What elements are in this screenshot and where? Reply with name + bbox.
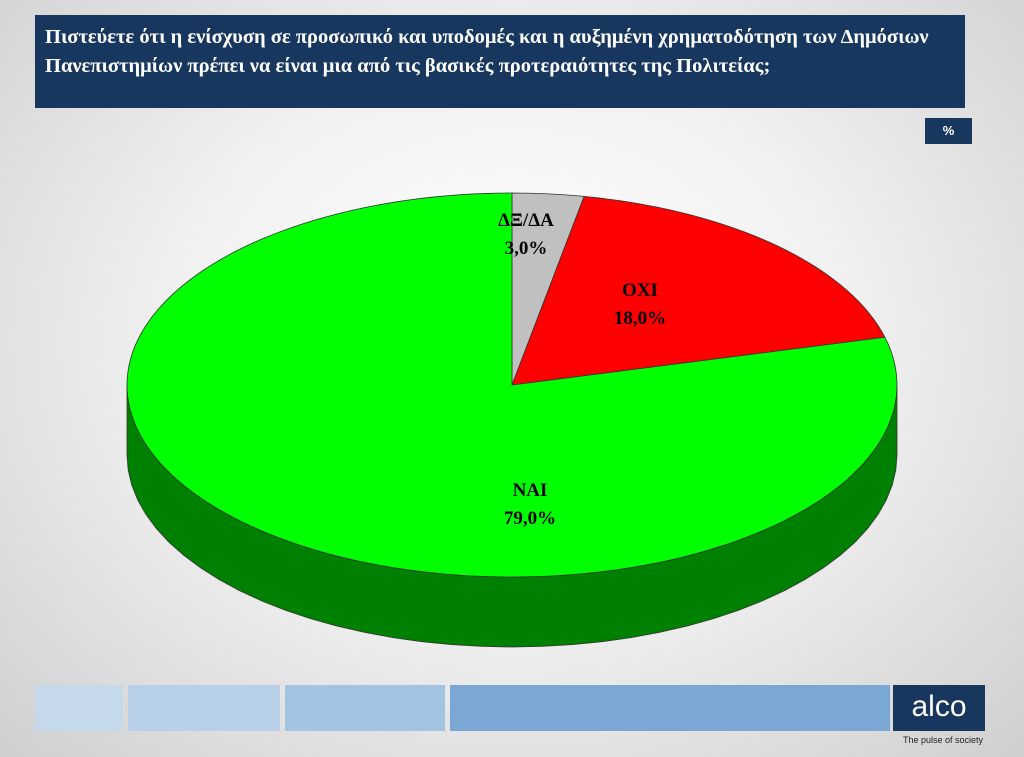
pie-slice: [511, 195, 886, 386]
slice-label: ΝΑΙ: [513, 480, 548, 501]
unit-badge: %: [925, 118, 972, 144]
value-label: 3,0%: [505, 238, 548, 259]
value-label: 79,0%: [504, 508, 556, 529]
footer-block: [285, 685, 445, 731]
value-label: 18,0%: [614, 308, 666, 329]
chart-title: Πιστεύετε ότι η ενίσχυση σε προσωπικό κα…: [35, 15, 965, 108]
logo: alco: [893, 685, 985, 731]
pie-slice: [126, 192, 898, 578]
footer-block: [128, 685, 280, 731]
footer-block: [450, 685, 890, 731]
slice-label: ΟΧΙ: [622, 280, 658, 301]
footer-block: [35, 685, 123, 731]
slice-label: ΔΞ/ΔΑ: [498, 210, 554, 231]
tagline: The pulse of society: [903, 735, 984, 745]
